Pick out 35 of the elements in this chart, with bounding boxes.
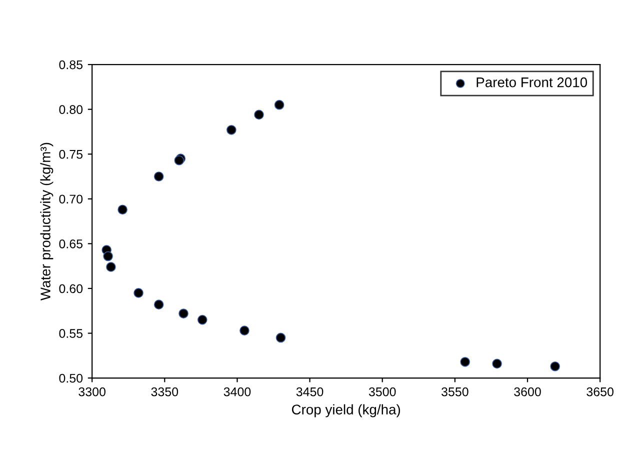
point (154, 300, 164, 310)
point (240, 326, 250, 336)
point (276, 332, 286, 343)
point (106, 262, 116, 272)
legend-label: Pareto Front 2010 (476, 77, 588, 88)
point (154, 172, 164, 182)
y-tick-label: 0.60 (59, 284, 83, 294)
x-tick-label: 3550 (442, 387, 468, 396)
point (118, 204, 128, 215)
x-tick-label: 3400 (224, 387, 251, 396)
y-tick-label: 0.50 (59, 374, 83, 383)
y-tick-label: 0.70 (59, 194, 83, 204)
x-tick-label: 3350 (151, 387, 178, 396)
y-tick-label: 0.75 (59, 150, 83, 159)
point (103, 251, 113, 262)
x-tick-label: 3450 (296, 387, 324, 396)
point (134, 288, 144, 298)
point (197, 314, 208, 325)
x-tick-label: 3300 (78, 387, 106, 396)
y-tick-label: 0.65 (59, 239, 83, 248)
point (226, 125, 236, 135)
y-tick-label: 0.85 (59, 60, 83, 70)
point (254, 110, 264, 120)
x-tick-label: 3500 (368, 387, 396, 396)
point (178, 308, 188, 318)
point (550, 361, 560, 372)
y-tick-label: 0.55 (59, 329, 83, 338)
point (274, 100, 284, 110)
point (492, 358, 502, 369)
x-tick-label: 3600 (514, 387, 541, 396)
point (460, 356, 470, 367)
y-axis-title: Water productivity (kg/m³) (40, 142, 54, 300)
x-tick-label: 3650 (586, 387, 614, 396)
x-axis-title: Crop yield (kg/ha) (292, 404, 400, 418)
y-tick-label: 0.80 (59, 105, 83, 114)
